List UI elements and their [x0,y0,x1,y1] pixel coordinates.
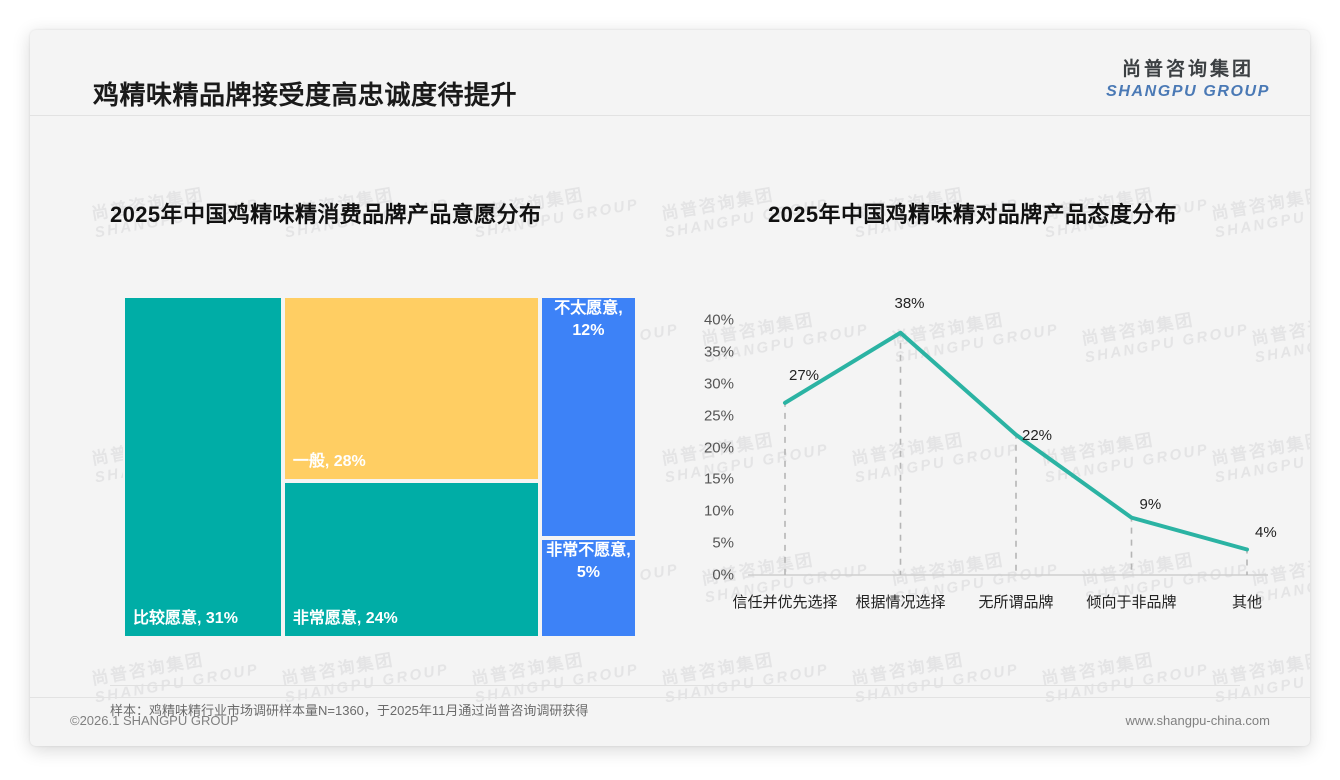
slide-footer: ©2026.1 SHANGPU GROUP www.shangpu-china.… [30,697,1310,746]
line-chart: 0% 5% 10% 15% 20% 25% 30% 35% 40% 信任并优先选择 根据情况选择 无所… [680,288,1280,618]
treemap-tile-label: 非常愿意, 24% [292,610,398,628]
brand-logo-en: SHANGPU GROUP [1106,83,1270,100]
treemap-tile[interactable]: 非常不愿意, 5% [539,538,637,638]
left-chart-title: 2025年中国鸡精味精消费品牌产品意愿分布 [110,202,542,227]
x-axis-category-label: 信任并优先选择 [732,594,838,611]
y-axis-tick-label: 40% [703,311,734,329]
data-point-label: 27% [789,366,820,384]
y-axis-tick-label: 10% [703,502,734,520]
line-chart-svg [748,330,1268,576]
brand-logo-cn: 尚普咨询集团 [1122,59,1255,80]
sample-footnote: 样本：鸡精味精行业市场调研样本量N=1360，于2025年11月通过尚普咨询调研… [110,685,1240,719]
x-axis-category-label: 其他 [1231,594,1263,611]
y-axis-tick-label: 25% [703,407,734,425]
data-point-label: 22% [1022,426,1053,444]
y-axis-tick-label: 20% [703,439,734,456]
y-axis-tick-label: 15% [703,470,734,488]
right-chart-title: 2025年中国鸡精味精对品牌产品态度分布 [768,202,1177,227]
y-axis-tick-label: 5% [712,534,734,552]
x-axis-category-label: 倾向于非品牌 [1086,594,1177,611]
data-point-label: 38% [894,294,925,312]
y-axis-tick-label: 30% [703,375,734,393]
slide-header: 鸡精味精品牌接受度高忠诚度待提升 尚普咨询集团 SHANGPU GROUP [30,30,1310,116]
treemap-tile-label: 一般, 28% [292,453,366,471]
x-axis-category-label: 根据情况选择 [855,594,946,611]
treemap-chart: 比较愿意, 31% 一般, 28% 非常愿意, 24% 不太愿意, 12% 非常不愿意,… [123,296,637,638]
copyright-text: ©2026.1 SHANGPU GROUP [70,713,239,728]
brand-logo: 尚普咨询集团 SHANGPU GROUP [1106,60,1270,100]
treemap-tile-label: 比较愿意, 31% [133,610,238,628]
y-axis-tick-label: 0% [712,566,734,584]
treemap-tile[interactable]: 非常愿意, 24% [282,481,540,638]
treemap-tile[interactable]: 不太愿意, 12% [539,296,637,539]
page-title: 鸡精味精品牌接受度高忠诚度待提升 [93,80,518,110]
treemap-tile[interactable]: 比较愿意, 31% [123,296,283,638]
treemap-tile[interactable]: 一般, 28% [282,296,540,482]
treemap-tile-label: 非常不愿意, 5% [546,542,636,581]
data-point-label: 9% [1139,495,1162,513]
x-axis-category-label: 无所谓品牌 [978,594,1054,611]
line-series[interactable] [783,330,1249,552]
treemap-tile-label: 不太愿意, 12% [554,300,628,339]
y-axis-tick-label: 35% [703,343,734,361]
data-point-label: 4% [1255,523,1277,541]
website-link[interactable]: www.shangpu-china.com [1125,713,1270,728]
slide-card: 鸡精味精品牌接受度高忠诚度待提升 尚普咨询集团 SHANGPU GROUP 尚普… [30,30,1310,746]
